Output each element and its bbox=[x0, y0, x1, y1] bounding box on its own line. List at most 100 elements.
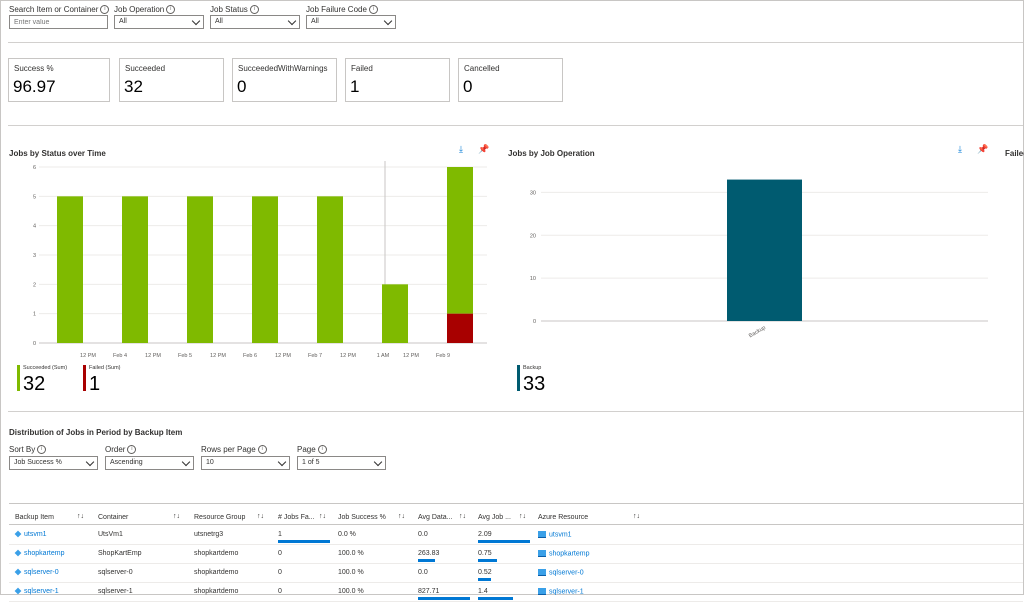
x-tick-label: Feb 7 bbox=[308, 353, 322, 359]
search-input[interactable] bbox=[9, 15, 108, 29]
info-icon[interactable]: i bbox=[127, 445, 137, 455]
legend-label-failed: Failed (Sum) bbox=[89, 365, 121, 371]
by-operation-chart: 0 10 20 30 Backup bbox=[530, 179, 988, 339]
job-failure-code-select[interactable]: All bbox=[306, 15, 396, 29]
avg-data-cell: 827.71 bbox=[418, 588, 440, 595]
backup-item-link[interactable]: sqlserver-1 bbox=[14, 587, 59, 595]
sort-icon[interactable]: ↑↓ bbox=[257, 513, 264, 520]
sort-icon[interactable]: ↑↓ bbox=[77, 513, 84, 520]
bar-succeeded bbox=[57, 196, 83, 343]
table-row[interactable]: sqlserver-0 sqlserver-0 shopkartdemo 0 100.0… bbox=[9, 563, 1023, 583]
legend-label-succeeded: Succeeded (Sum) bbox=[23, 365, 68, 371]
job-success-cell: 0.0 % bbox=[338, 531, 356, 538]
vm-cube-icon bbox=[14, 568, 22, 576]
job-success-cell: 100.0 % bbox=[338, 588, 364, 595]
col-header-avg-job[interactable]: Avg Job ... bbox=[478, 514, 511, 521]
bar-succeeded bbox=[122, 196, 148, 343]
info-icon[interactable]: i bbox=[37, 445, 47, 455]
bar-succeeded bbox=[317, 196, 343, 343]
pin-icon[interactable]: 📌 bbox=[977, 144, 989, 154]
azure-resource-link[interactable]: sqlserver-1 bbox=[538, 588, 584, 595]
download-icon[interactable]: ⤓ bbox=[459, 144, 463, 154]
divider bbox=[8, 411, 1023, 412]
legend-label-backup: Backup bbox=[523, 365, 542, 371]
col-header-backup-item[interactable]: Backup Item bbox=[15, 514, 54, 521]
info-icon[interactable]: i bbox=[166, 5, 176, 15]
azure-resource-name[interactable]: sqlserver-1 bbox=[549, 588, 584, 596]
sort-icon[interactable]: ↑↓ bbox=[398, 513, 405, 520]
sort-icon[interactable]: ↑↓ bbox=[459, 513, 466, 520]
legend-swatch-backup bbox=[517, 365, 520, 391]
legend-value-succeeded: 32 bbox=[23, 373, 46, 395]
tile-value: 32 bbox=[124, 77, 143, 96]
chevron-down-icon bbox=[191, 16, 201, 26]
col-header-job-success[interactable]: Job Success % bbox=[338, 514, 386, 521]
pin-icon[interactable]: 📌 bbox=[478, 144, 490, 154]
tile-failed[interactable]: Failed 1 bbox=[345, 58, 450, 102]
legend-value-failed: 1 bbox=[89, 373, 101, 395]
sort-by-select[interactable]: Job Success % bbox=[9, 456, 98, 470]
rows-per-page-select[interactable]: 10 bbox=[201, 456, 290, 470]
job-operation-select[interactable]: All bbox=[114, 15, 204, 29]
x-tick-label: 12 PM bbox=[80, 353, 96, 359]
col-header-avg-data[interactable]: Avg Data... bbox=[418, 514, 453, 521]
tile-succeeded-with-warnings[interactable]: SucceededWithWarnings 0 bbox=[232, 58, 337, 102]
chevron-down-icon bbox=[85, 457, 95, 467]
sort-icon[interactable]: ↑↓ bbox=[633, 513, 640, 520]
col-header-jobs-failed[interactable]: # Jobs Fa... bbox=[278, 514, 315, 521]
backup-item-name[interactable]: sqlserver-1 bbox=[24, 588, 59, 595]
job-status-select[interactable]: All bbox=[210, 15, 300, 29]
bar-succeeded bbox=[252, 196, 278, 343]
avg-job-cell: 0.75 bbox=[478, 550, 492, 557]
sort-icon[interactable]: ↑↓ bbox=[319, 513, 326, 520]
info-icon[interactable]: i bbox=[249, 5, 259, 15]
azure-resource-name[interactable]: shopkartemp bbox=[549, 550, 590, 558]
backup-item-name[interactable]: sqlserver-0 bbox=[24, 569, 59, 576]
info-icon[interactable]: i bbox=[368, 5, 378, 15]
azure-resource-link[interactable]: sqlserver-0 bbox=[538, 569, 584, 576]
azure-resource-name[interactable]: sqlserver-0 bbox=[549, 569, 584, 577]
chevron-down-icon bbox=[383, 16, 393, 26]
bar-failed bbox=[447, 313, 473, 343]
avg-data-cell: 0.0 bbox=[418, 569, 428, 576]
table-row[interactable]: sqlserver-1 sqlserver-1 shopkartdemo 0 100.0… bbox=[9, 582, 1023, 602]
sort-icon[interactable]: ↑↓ bbox=[173, 513, 180, 520]
y-tick-label: 2 bbox=[33, 282, 36, 288]
chart-title-status-over-time: Jobs by Status over Time bbox=[9, 149, 106, 158]
download-icon[interactable]: ⤓ bbox=[958, 144, 962, 154]
col-header-resource-group[interactable]: Resource Group bbox=[194, 514, 246, 521]
backup-item-link[interactable]: sqlserver-0 bbox=[14, 568, 59, 576]
order-select[interactable]: Ascending bbox=[105, 456, 194, 470]
avg-data-bar bbox=[418, 559, 435, 562]
x-tick-label: 12 PM bbox=[275, 353, 291, 359]
azure-resource-name[interactable]: utsvm1 bbox=[549, 531, 572, 539]
container-cell: ShopKartEmp bbox=[98, 550, 142, 557]
job-operation-label: Job Operation i bbox=[114, 5, 176, 15]
azure-resource-link[interactable]: shopkartemp bbox=[538, 550, 589, 557]
vm-monitor-icon bbox=[538, 588, 546, 595]
resource-group-cell: utsnetrg3 bbox=[194, 531, 224, 538]
info-icon[interactable]: i bbox=[100, 5, 110, 15]
backup-item-link[interactable]: utsvm1 bbox=[14, 530, 47, 538]
col-header-container[interactable]: Container bbox=[98, 514, 129, 521]
azure-resource-link[interactable]: utsvm1 bbox=[538, 531, 572, 538]
sort-icon[interactable]: ↑↓ bbox=[519, 513, 526, 520]
table-row[interactable]: utsvm1 UtsVm1 utsnetrg3 1 0.0 % 0.0 2.09 utsvm1 bbox=[9, 525, 1023, 545]
x-tick-label: Feb 4 bbox=[113, 353, 127, 359]
tile-cancelled[interactable]: Cancelled 0 bbox=[458, 58, 563, 102]
info-icon[interactable]: i bbox=[257, 445, 267, 455]
avg-job-bar bbox=[478, 540, 530, 543]
container-cell: sqlserver-1 bbox=[98, 588, 133, 595]
backup-item-link[interactable]: shopkartemp bbox=[14, 549, 65, 557]
tile-success-percent[interactable]: Success % 96.97 bbox=[8, 58, 110, 102]
tile-succeeded[interactable]: Succeeded 32 bbox=[119, 58, 224, 102]
col-header-azure-resource[interactable]: Azure Resource bbox=[538, 514, 589, 521]
avg-job-cell: 0.52 bbox=[478, 569, 492, 576]
table-row[interactable]: shopkartemp ShopKartEmp shopkartdemo 0 100.0… bbox=[9, 544, 1023, 564]
info-icon[interactable]: i bbox=[317, 445, 327, 455]
page-select[interactable]: 1 of 5 bbox=[297, 456, 386, 470]
backup-item-name[interactable]: utsvm1 bbox=[24, 531, 47, 538]
backup-item-name[interactable]: shopkartemp bbox=[24, 550, 65, 557]
page-label: Page i bbox=[297, 445, 327, 455]
resource-group-cell: shopkartdemo bbox=[194, 569, 239, 576]
